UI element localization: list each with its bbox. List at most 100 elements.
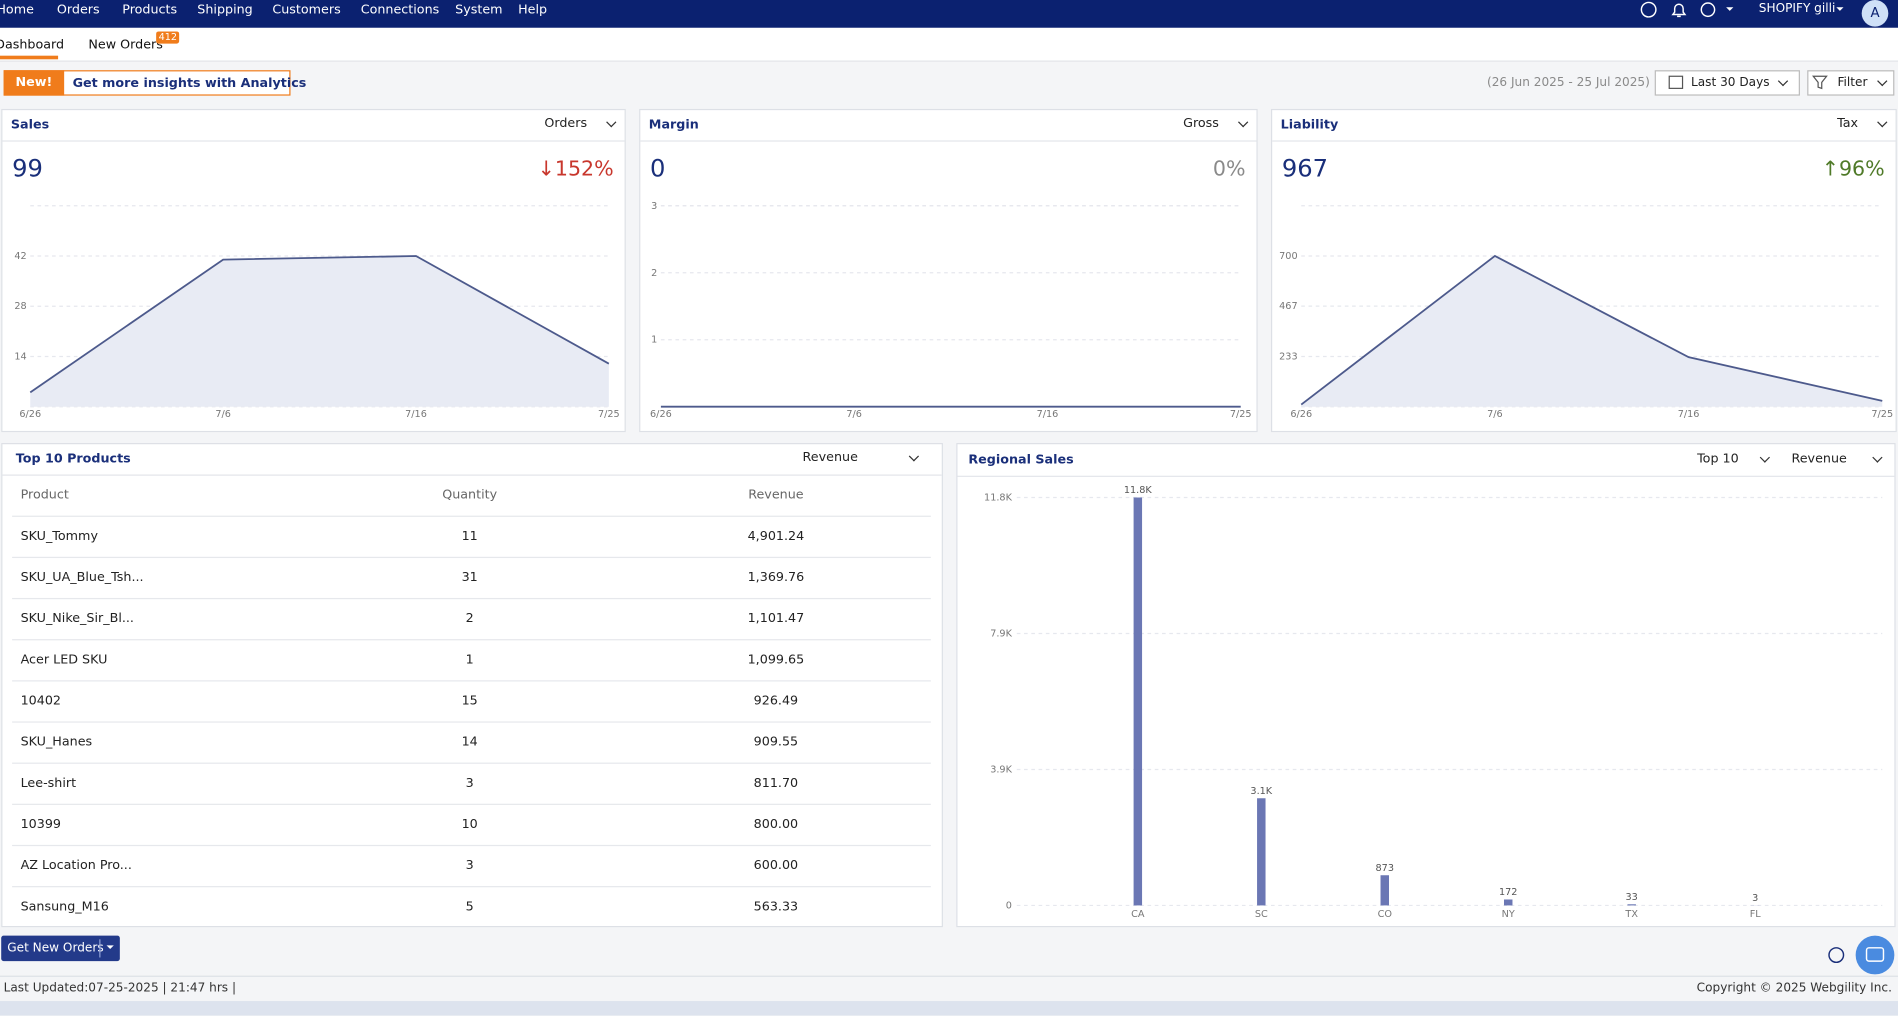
last-updated: Last Updated:07-25-2025 | 21:47 hrs | [4, 980, 236, 997]
row-rule [12, 886, 931, 887]
metric-select[interactable]: Tax [1837, 115, 1858, 132]
table-cell: 1,369.76 [748, 569, 805, 586]
metric-change: ↑96% [1822, 161, 1885, 178]
table-card: Top 10 Products Revenue Product Quantity Rev… [1, 443, 943, 927]
header-rule [957, 476, 1894, 477]
column-header: Quantity [442, 487, 497, 504]
table-cell: 909.55 [754, 734, 798, 751]
get-orders-label: Get New Orders [7, 941, 103, 958]
table-cell: 811.70 [754, 775, 798, 792]
nav-item[interactable]: System [455, 1, 502, 18]
chevron [606, 117, 616, 127]
row-rule [12, 598, 931, 599]
button-divider [99, 939, 100, 957]
table-cell: 1 [466, 651, 474, 668]
column-header: Revenue [748, 487, 803, 504]
chevron [1760, 452, 1770, 462]
nav-item[interactable]: Home [0, 1, 34, 18]
tab-underline [0, 56, 58, 60]
metric-total: 0 [650, 160, 665, 177]
table-cell: SKU_Hanes [21, 734, 93, 751]
table-cell: 10 [462, 816, 478, 833]
column-header: Product [21, 487, 69, 504]
top-select[interactable]: Top 10 [1697, 450, 1739, 467]
help-icon[interactable] [1829, 948, 1844, 963]
table-cell: AZ Location Pro... [21, 857, 132, 874]
card-title: Liability [1281, 116, 1339, 133]
header-rule [640, 140, 1256, 141]
table-cell: 5 [466, 898, 474, 915]
table-cell: 600.00 [754, 857, 798, 874]
metric-select[interactable]: Revenue [1791, 450, 1846, 467]
table-cell: 3 [466, 857, 474, 874]
table-cell: 563.33 [754, 898, 798, 915]
chart-card: Liability Tax 967 ↑96% [1271, 109, 1897, 432]
nav-item[interactable]: Shipping [197, 1, 252, 18]
row-rule [12, 763, 931, 764]
card-title: Top 10 Products [16, 450, 131, 467]
table-cell: 15 [462, 692, 478, 709]
card-title: Sales [11, 116, 49, 133]
taskbar [0, 1001, 1898, 1016]
chat-icon [1867, 948, 1884, 961]
table-cell: Acer LED SKU [21, 651, 108, 668]
period-label: Last 30 Days [1691, 75, 1770, 92]
chevron [1238, 117, 1248, 127]
banner-link[interactable]: Get more insights with Analytics [73, 75, 307, 92]
nav-item[interactable]: Orders [57, 1, 100, 18]
card-title: Regional Sales [968, 452, 1073, 469]
card-title: Margin [649, 116, 699, 133]
banner-tag: New! [4, 70, 65, 95]
table-cell: 926.49 [754, 692, 798, 709]
metric-select[interactable]: Gross [1183, 115, 1219, 132]
nav-item[interactable]: Help [518, 1, 547, 18]
header-rule [2, 140, 624, 141]
table-cell: 10399 [21, 816, 61, 833]
table-cell: 1,099.65 [748, 651, 805, 668]
row-rule [12, 721, 931, 722]
table-cell: 11 [462, 528, 478, 545]
nav-item[interactable]: Customers [272, 1, 340, 18]
chart-card: Regional Sales Top 10 Revenue [956, 443, 1895, 927]
table-cell: 3 [466, 775, 474, 792]
table-cell: 4,901.24 [748, 528, 805, 545]
chevron [909, 451, 919, 461]
tab[interactable]: Dashboard [0, 36, 64, 53]
table-cell: 1,101.47 [748, 610, 805, 627]
table-cell: Lee-shirt [21, 775, 77, 792]
table-cell: 800.00 [754, 816, 798, 833]
copyright: Copyright © 2025 Webgility Inc. [1697, 980, 1892, 997]
table-cell: SKU_UA_Blue_Tsh... [21, 569, 144, 586]
row-rule [12, 845, 931, 846]
table-cell: SKU_Tommy [21, 528, 98, 545]
metric-select[interactable]: Orders [544, 115, 587, 132]
metric-change: 0% [1213, 161, 1246, 178]
table-cell: Sansung_M16 [21, 898, 109, 915]
chart-card: Margin Gross 0 0% [639, 109, 1258, 432]
row-rule [12, 680, 931, 681]
header-rule [2, 475, 941, 476]
avatar[interactable]: A [1862, 0, 1889, 27]
metric-total: 99 [12, 160, 43, 177]
row-rule [12, 557, 931, 558]
footer-rule [0, 976, 1898, 977]
tab[interactable]: New Orders [88, 36, 163, 53]
row-rule [12, 516, 931, 517]
metric-select[interactable]: Revenue [803, 449, 858, 466]
table-cell: 10402 [21, 692, 61, 709]
chat-button[interactable] [1856, 936, 1895, 975]
metric-total: 967 [1282, 160, 1328, 177]
table-cell: SKU_Nike_Sir_Bl... [21, 610, 134, 627]
nav-item[interactable]: Products [122, 1, 177, 18]
table-cell: 31 [462, 569, 478, 586]
nav-item[interactable]: Connections [361, 1, 440, 18]
tab-badge: 412 [156, 31, 179, 43]
header-rule [1272, 140, 1895, 141]
row-rule [12, 804, 931, 805]
account-menu[interactable]: SHOPIFY gilli [1759, 1, 1836, 18]
row-rule [12, 639, 931, 640]
table-cell: 14 [462, 734, 478, 751]
